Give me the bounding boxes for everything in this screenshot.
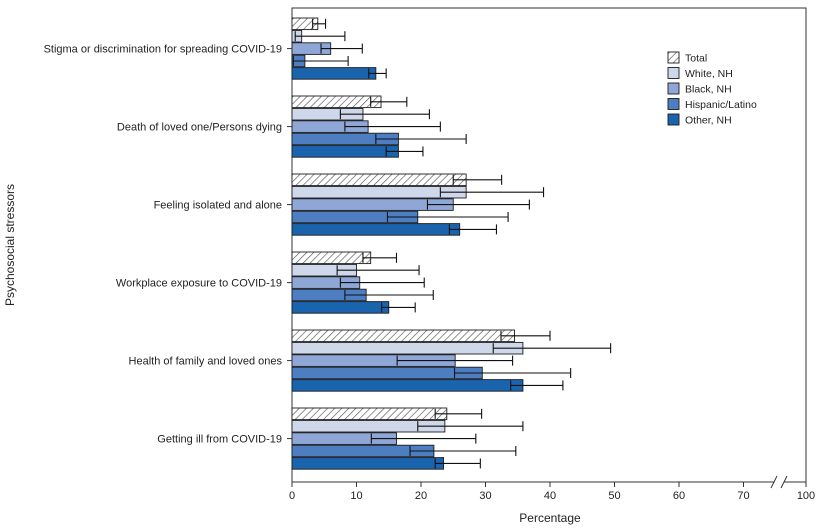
legend: Total White, NH Black, NH Hispanic/Latino Ot… <box>667 51 757 127</box>
category-label: Workplace exposure to COVID-19 <box>116 278 282 290</box>
legend-swatch <box>667 67 680 79</box>
legend-label: Hispanic/Latino <box>685 99 757 111</box>
legend-label: Black, NH <box>685 84 732 96</box>
x-tick-label: 100 <box>797 490 815 502</box>
bar-5-total <box>291 329 515 343</box>
category-label: Getting ill from COVID-19 <box>157 434 282 446</box>
bar-3-other-nh <box>291 223 461 236</box>
bar-6-other-nh <box>291 457 445 470</box>
legend-label: Other, NH <box>685 115 732 127</box>
x-tick-label: 70 <box>737 490 749 502</box>
legend-swatch <box>667 98 680 110</box>
x-axis-title: Percentage <box>519 511 581 525</box>
axis-break-mark <box>770 475 778 489</box>
x-tick-label: 20 <box>415 490 427 502</box>
legend-label: Total <box>685 53 707 65</box>
x-tick-label: 10 <box>350 490 362 502</box>
category-label: Health of family and loved ones <box>129 356 283 368</box>
bar-6-total <box>291 407 448 421</box>
x-tick-label: 30 <box>479 490 491 502</box>
bar-4-other-nh <box>291 301 390 314</box>
bar-3-total <box>291 173 467 187</box>
legend-swatch <box>667 82 680 95</box>
category-label: Stigma or discrimination for spreading C… <box>44 44 282 56</box>
x-tick-label: 0 <box>289 490 295 502</box>
legend-label: White, NH <box>685 68 733 80</box>
axis-break-mark <box>780 475 788 489</box>
x-tick-label: 60 <box>673 490 685 502</box>
bar-5-hispanic-latino <box>291 366 483 380</box>
bar-2-other-nh <box>291 145 399 158</box>
bar-2-total <box>291 95 382 109</box>
bar-5-other-nh <box>291 379 524 392</box>
legend-swatch <box>667 113 680 126</box>
bar-4-total <box>291 251 372 265</box>
bar-1-other-nh <box>291 67 377 80</box>
y-axis-title: Psychosocial stressors <box>3 184 17 306</box>
axis-break-gap <box>774 476 784 488</box>
legend-swatch <box>667 51 680 64</box>
bar-5-white-nh <box>291 341 524 355</box>
category-label: Feeling isolated and alone <box>154 200 282 212</box>
x-tick-label: 40 <box>544 490 556 502</box>
x-tick-label: 50 <box>608 490 620 502</box>
category-label: Death of loved one/Persons dying <box>117 122 282 134</box>
plot-frame <box>291 7 807 483</box>
